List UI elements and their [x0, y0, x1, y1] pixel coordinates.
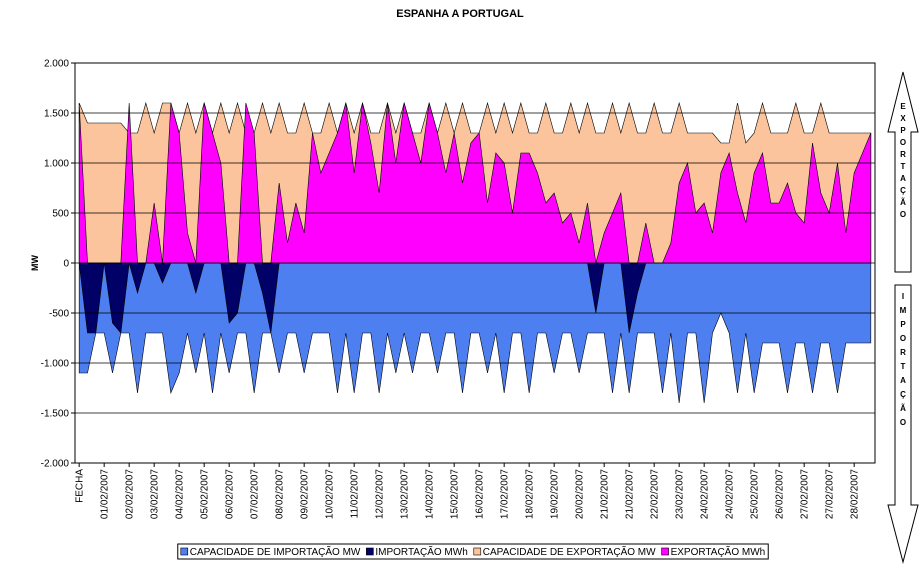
x-tick-label: 01/02/2007 — [100, 469, 111, 519]
x-tick-label: 09/02/2007 — [300, 469, 311, 519]
x-tick-label: 21/02/2007 — [600, 469, 611, 519]
import-annotation: IMPORTAÇÃO — [899, 292, 908, 432]
x-tick-label: 10/02/2007 — [325, 469, 336, 519]
legend-swatch — [473, 547, 482, 556]
y-tick-label: 0 — [63, 259, 69, 270]
x-tick-label: 26/02/2007 — [775, 469, 786, 519]
x-tick-label: 15/02/2007 — [450, 469, 461, 519]
y-tick-label: -1.500 — [41, 409, 70, 420]
x-tick-label: 16/02/2007 — [475, 469, 486, 519]
legend-swatch — [366, 547, 374, 556]
legend-label: CAPACIDADE DE IMPORTAÇÃO MW — [190, 545, 361, 558]
x-tick-label: 06/02/2007 — [225, 469, 236, 519]
x-tick-label: 12/02/2007 — [375, 469, 386, 519]
y-tick-label: 1.500 — [44, 109, 69, 120]
x-tick-label: 05/02/2007 — [200, 469, 211, 519]
export-arrow — [887, 71, 919, 273]
x-tick-label: 08/02/2007 — [275, 469, 286, 519]
x-tick-label: 28/02/2007 — [850, 469, 861, 519]
x-tick-label: 03/02/2007 — [150, 469, 161, 519]
x-tick-label: FECHA — [75, 469, 86, 503]
x-tick-label: 21/02/2007 — [625, 469, 636, 519]
y-tick-label: -500 — [49, 309, 69, 320]
x-tick-label: 13/02/2007 — [400, 469, 411, 519]
x-tick-label: 23/02/2007 — [675, 469, 686, 519]
x-tick-label: 25/02/2007 — [750, 469, 761, 519]
legend-label: IMPORTAÇÃO MWh — [375, 545, 467, 558]
legend-label: CAPACIDADE DE EXPORTAÇÃO MW — [483, 545, 656, 558]
x-tick-label: 24/02/2007 — [725, 469, 736, 519]
legend-box — [177, 543, 769, 560]
x-tick-label: 14/02/2007 — [425, 469, 436, 519]
y-tick-label: 2.000 — [44, 59, 69, 70]
x-tick-label: 17/02/2007 — [500, 469, 511, 519]
y-tick-label: -2.000 — [41, 459, 70, 470]
x-tick-label: 20/02/2007 — [575, 469, 586, 519]
x-tick-label: 02/02/2007 — [125, 469, 136, 519]
x-tick-label: 18/02/2007 — [525, 469, 536, 519]
x-tick-label: 04/02/2007 — [175, 469, 186, 519]
x-tick-label: 11/02/2007 — [350, 469, 361, 519]
legend-label: EXPORTAÇÃO MWh — [671, 545, 766, 558]
y-tick-label: -1.000 — [41, 359, 70, 370]
x-tick-label: 27/02/2007 — [825, 469, 836, 519]
area-series — [78, 262, 872, 404]
legend-swatch — [180, 547, 189, 556]
y-tick-label: 1.000 — [44, 159, 69, 170]
x-tick-label: 22/02/2007 — [650, 469, 661, 519]
export-annotation: EXPORTAÇÃO — [899, 102, 908, 222]
y-axis-label: MW — [30, 255, 40, 271]
chart-title: ESPANHA A PORTUGAL — [396, 8, 524, 20]
x-tick-label: 07/02/2007 — [250, 469, 261, 519]
x-tick-label: 19/02/2007 — [550, 469, 561, 519]
legend: CAPACIDADE DE IMPORTAÇÃO MW IMPORTAÇÃO MW… — [177, 543, 769, 560]
y-tick-label: 500 — [52, 209, 69, 220]
legend-swatch — [661, 547, 669, 556]
x-tick-label: 27/02/2007 — [800, 469, 811, 519]
import-arrow — [887, 284, 919, 564]
x-tick-label: 24/02/2007 — [700, 469, 711, 519]
